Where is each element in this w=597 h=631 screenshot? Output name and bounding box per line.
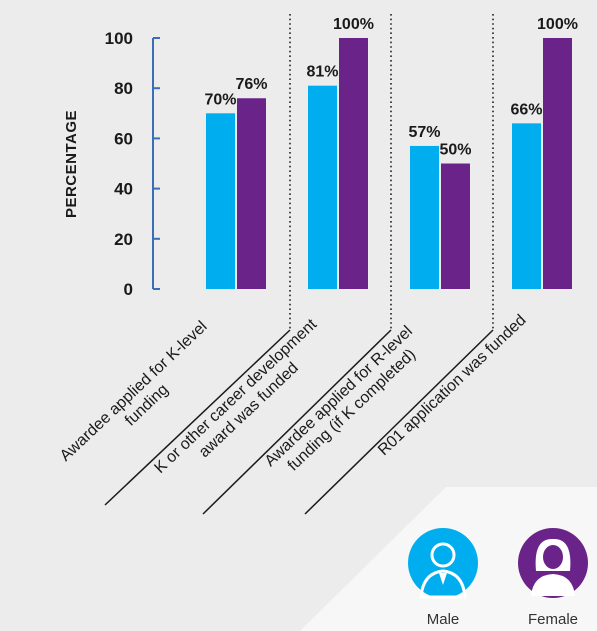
- y-tick-label: 100: [105, 29, 133, 48]
- bar-male: [206, 113, 235, 289]
- data-label: 100%: [537, 16, 578, 33]
- data-label: 66%: [510, 101, 542, 118]
- y-axis-title-group: PERCENTAGE: [63, 110, 80, 218]
- category-label: Awardee applied for K-levelfunding: [57, 318, 224, 478]
- bar-male: [308, 85, 337, 289]
- data-label: 57%: [408, 124, 440, 141]
- y-tick-label: 60: [114, 129, 133, 148]
- y-axis: 0 20 40 60 80 100: [105, 29, 160, 299]
- data-label: 81%: [306, 64, 338, 81]
- y-axis-title: PERCENTAGE: [63, 110, 80, 218]
- category-leader-line: [104, 329, 291, 506]
- bar-female: [339, 38, 368, 289]
- category-leader-line: [202, 329, 392, 515]
- bar-female: [237, 98, 266, 290]
- legend-item-female: Female: [518, 528, 588, 628]
- legend-label: Male: [427, 611, 460, 628]
- category-dividers: [289, 14, 494, 330]
- bar-male: [410, 145, 439, 289]
- data-label: 70%: [204, 91, 236, 108]
- y-tick-label: 20: [114, 230, 133, 249]
- bars: 70% 81% 57% 66% 76% 100% 50% 100%: [204, 16, 578, 290]
- y-tick-label: 80: [114, 79, 133, 98]
- data-label: 50%: [439, 142, 471, 159]
- y-tick-label: 40: [114, 180, 133, 199]
- y-tick-label: 0: [124, 280, 133, 299]
- bar-male: [512, 123, 541, 289]
- female-user-icon: [518, 528, 588, 598]
- data-label: 76%: [235, 76, 267, 93]
- legend-label: Female: [528, 611, 578, 628]
- legend: Male Female: [408, 528, 588, 628]
- male-user-icon: [408, 528, 478, 599]
- bar-female: [441, 163, 470, 289]
- category-leader-line: [304, 329, 494, 515]
- bar-female: [543, 38, 572, 289]
- data-label: 100%: [333, 16, 374, 33]
- category-label-line: funding (if K completed): [285, 346, 419, 474]
- legend-item-male: Male: [408, 528, 478, 628]
